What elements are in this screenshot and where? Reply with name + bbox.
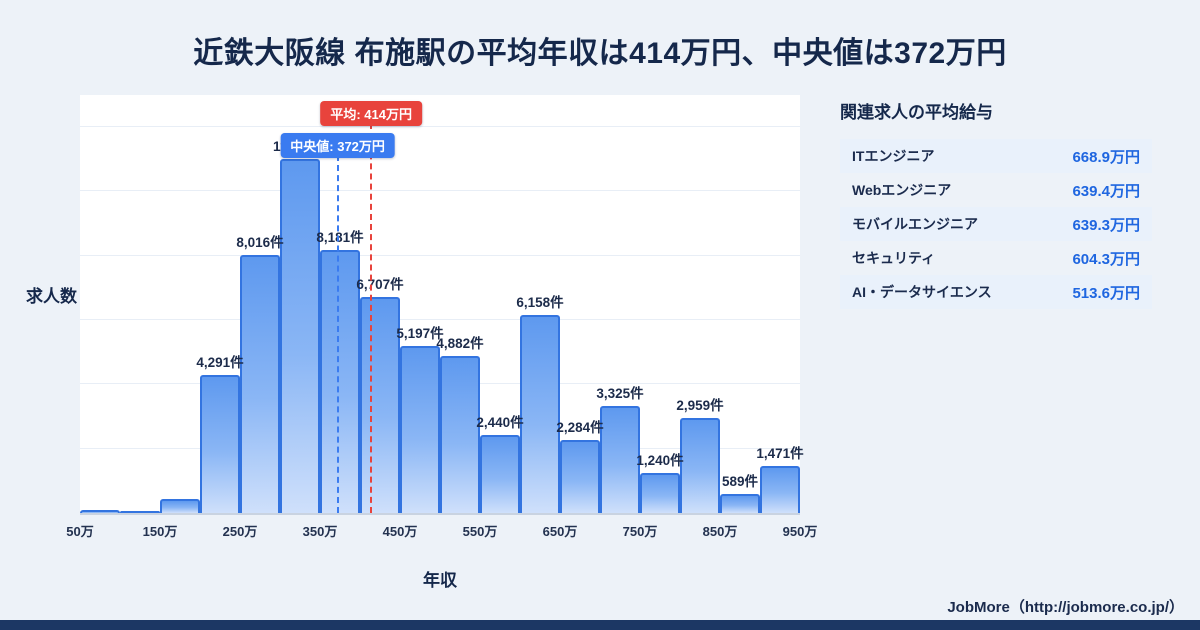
histogram-bar — [280, 159, 320, 513]
bar-value-label: 6,707件 — [356, 277, 404, 293]
job-row: セキュリティ 604.3万円 — [840, 241, 1152, 275]
x-axis-label: 年収 — [423, 571, 457, 590]
histogram-bar — [720, 494, 760, 513]
job-name: ITエンジニア — [852, 148, 935, 164]
bar-value-label: 4,882件 — [436, 336, 484, 352]
x-tick-label: 150万 — [142, 524, 178, 539]
x-tick-label: 750万 — [622, 524, 658, 539]
bar-value-label: 8,181件 — [316, 229, 364, 245]
job-name: AI・データサイエンス — [852, 284, 992, 300]
bar-value-label: 6,158件 — [516, 295, 564, 310]
histogram-bar — [360, 297, 400, 513]
y-axis-label: 求人数 — [26, 287, 77, 306]
histogram-bar — [80, 510, 120, 513]
average-badge: 平均: 414万円 — [320, 101, 423, 126]
histogram-bar — [120, 511, 160, 513]
job-name: セキュリティ — [852, 250, 936, 266]
histogram-bar — [400, 345, 440, 513]
footer-credit: JobMore（http://jobmore.co.jp/） — [947, 599, 1184, 616]
bar-value-label: 1,240件 — [636, 453, 684, 469]
bar-value-label: 1,471件 — [756, 445, 804, 461]
page-title: 近鉄大阪線 布施駅の平均年収は414万円、中央値は372万円 — [193, 37, 1007, 70]
job-row: ITエンジニア 668.9万円 — [840, 139, 1152, 173]
related-jobs-panel: 関連求人の平均給与 ITエンジニア 668.9万円 Webエンジニア 639.4万円モ… — [840, 98, 1152, 309]
job-row: AI・データサイエンス 513.6万円 — [840, 275, 1152, 309]
x-tick-label: 50万 — [66, 524, 94, 539]
job-salary: 639.4万円 — [1072, 182, 1140, 200]
histogram-bar — [600, 406, 640, 513]
x-tick-label: 450万 — [382, 524, 418, 539]
histogram-bar — [200, 375, 240, 513]
panel-title: 関連求人の平均給与 — [840, 103, 993, 122]
x-tick-label: 850万 — [702, 524, 738, 539]
average-line — [370, 123, 373, 513]
x-tick-label: 650万 — [542, 524, 578, 539]
bar-value-label: 4,291件 — [196, 355, 244, 371]
bar-value-label: 2,440件 — [476, 414, 524, 430]
job-salary: 639.3万円 — [1072, 216, 1140, 234]
bar-value-label: 5,197件 — [396, 325, 444, 341]
histogram-bar — [240, 255, 280, 513]
histogram-bar — [320, 249, 360, 513]
gridline — [80, 319, 800, 321]
histogram-bar — [480, 434, 520, 513]
job-row: Webエンジニア 639.4万円 — [840, 173, 1152, 207]
job-name: Webエンジニア — [852, 182, 952, 198]
histogram-bar — [160, 498, 200, 513]
x-tick-label: 350万 — [302, 524, 338, 539]
bar-value-label: 589件 — [721, 474, 759, 490]
gridline — [80, 190, 800, 192]
histogram-bar — [640, 473, 680, 513]
x-tick-label: 250万 — [222, 524, 258, 539]
x-tick-label: 550万 — [462, 524, 498, 539]
job-salary: 513.6万円 — [1072, 284, 1140, 302]
histogram-bar — [520, 315, 560, 513]
job-row: モバイルエンジニア 639.3万円 — [840, 207, 1152, 241]
bottom-accent-bar — [0, 620, 1200, 630]
job-salary: 604.3万円 — [1072, 250, 1140, 268]
plot-area: 平均: 414万円 中央値: 372万円 4,291件8,016件11,000件… — [66, 95, 817, 539]
histogram-bar — [440, 356, 480, 513]
x-tick-label: 950万 — [782, 524, 818, 539]
bar-value-label: 2,284件 — [556, 419, 604, 435]
related-jobs-list: ITエンジニア 668.9万円 Webエンジニア 639.4万円モバイルエンジニア 63… — [840, 139, 1152, 309]
bar-value-label: 8,016件 — [236, 235, 284, 251]
bar-value-label: 2,959件 — [676, 397, 724, 413]
median-badge: 中央値: 372万円 — [280, 133, 395, 158]
job-name: モバイルエンジニア — [852, 216, 978, 232]
median-line — [336, 155, 339, 513]
job-salary: 668.9万円 — [1072, 148, 1140, 166]
bar-value-label: 3,325件 — [596, 386, 644, 402]
gridline — [80, 254, 800, 256]
histogram-bar — [560, 439, 600, 513]
histogram-bar — [680, 417, 720, 513]
gridline — [80, 126, 800, 128]
histogram-bar — [760, 465, 800, 513]
